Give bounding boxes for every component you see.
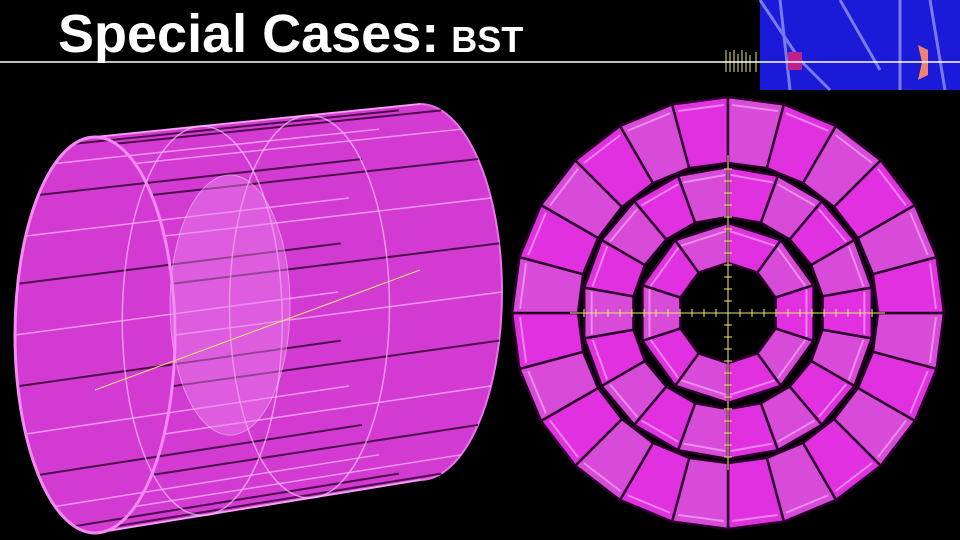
- module-edge: [680, 379, 727, 396]
- stave-edge: [25, 385, 350, 435]
- module-edge: [678, 513, 724, 522]
- module-edge: [877, 168, 907, 207]
- module-edge: [909, 212, 929, 256]
- module-edge: [776, 339, 807, 379]
- stave-edge: [17, 242, 341, 285]
- stave-edge: [172, 339, 500, 388]
- stave-edge: [38, 158, 363, 196]
- module-edge: [834, 134, 873, 164]
- module-edge: [732, 104, 778, 113]
- module-edge: [730, 442, 773, 452]
- module-edge: [818, 208, 847, 243]
- inner-layer: [169, 174, 291, 436]
- module-edge: [683, 442, 726, 452]
- title-sub: BST: [451, 19, 523, 60]
- module-edge: [729, 230, 776, 247]
- stave-edge: [74, 472, 399, 528]
- module-edge: [928, 317, 937, 363]
- stave-edge: [14, 291, 339, 336]
- title-main: Special Cases:: [58, 4, 439, 64]
- stave-edge: [134, 128, 462, 165]
- module-edge: [909, 370, 929, 414]
- stave-edge: [172, 242, 500, 285]
- axis-z: [94, 269, 421, 391]
- stave-edge: [54, 128, 380, 165]
- module-edge: [583, 134, 622, 164]
- module-edge: [519, 263, 528, 309]
- stave-edge: [151, 423, 479, 476]
- stave-edge: [164, 385, 492, 435]
- module-edge: [519, 317, 528, 363]
- stave-edge: [74, 109, 399, 145]
- sensor-module: [871, 255, 946, 315]
- module-edge: [785, 112, 829, 132]
- module-edge: [627, 494, 671, 514]
- cylinder-view: [13, 102, 503, 535]
- module-edge: [777, 183, 816, 207]
- stave-edge: [17, 339, 341, 388]
- module-edge: [609, 383, 638, 418]
- stave-edge: [54, 454, 380, 508]
- module-edge: [649, 339, 680, 379]
- module-edge: [847, 246, 865, 287]
- stave-edge: [25, 197, 350, 237]
- module-edge: [527, 370, 547, 414]
- module-edge: [649, 247, 680, 287]
- module-edge: [609, 208, 638, 243]
- module-edge: [583, 462, 622, 492]
- stave-edge: [94, 103, 421, 138]
- module-edge: [549, 419, 579, 458]
- front-rim: [13, 135, 177, 535]
- module-edge: [527, 212, 547, 256]
- module-edge: [640, 183, 679, 207]
- section-ring: [228, 114, 391, 499]
- module-edge: [834, 462, 873, 492]
- module-edge: [549, 168, 579, 207]
- stave-edge: [94, 479, 421, 534]
- module-edge: [591, 339, 609, 380]
- stave-edge: [115, 109, 442, 145]
- module-edge: [928, 263, 937, 309]
- thumbnail: [725, 0, 960, 92]
- module-edge: [877, 419, 907, 458]
- stave-edge: [164, 197, 492, 237]
- module-edge: [777, 419, 816, 443]
- disk-view: [510, 95, 946, 531]
- module-edge: [785, 494, 829, 514]
- module-edge: [730, 174, 773, 184]
- stave-edge: [134, 454, 462, 508]
- module-edge: [729, 379, 776, 396]
- module-edge: [818, 383, 847, 418]
- module-edge: [776, 247, 807, 287]
- module-edge: [683, 174, 726, 184]
- stave-edge: [151, 158, 479, 196]
- module-edge: [732, 513, 778, 522]
- module-edge: [640, 419, 679, 443]
- slide-title: Special Cases: BST: [58, 4, 523, 64]
- module-edge: [680, 230, 727, 247]
- stave-edge: [38, 423, 363, 476]
- module-edge: [591, 246, 609, 287]
- module-edge: [847, 339, 865, 380]
- module-edge: [678, 104, 724, 113]
- module-edge: [627, 112, 671, 132]
- stave-edge: [115, 472, 442, 528]
